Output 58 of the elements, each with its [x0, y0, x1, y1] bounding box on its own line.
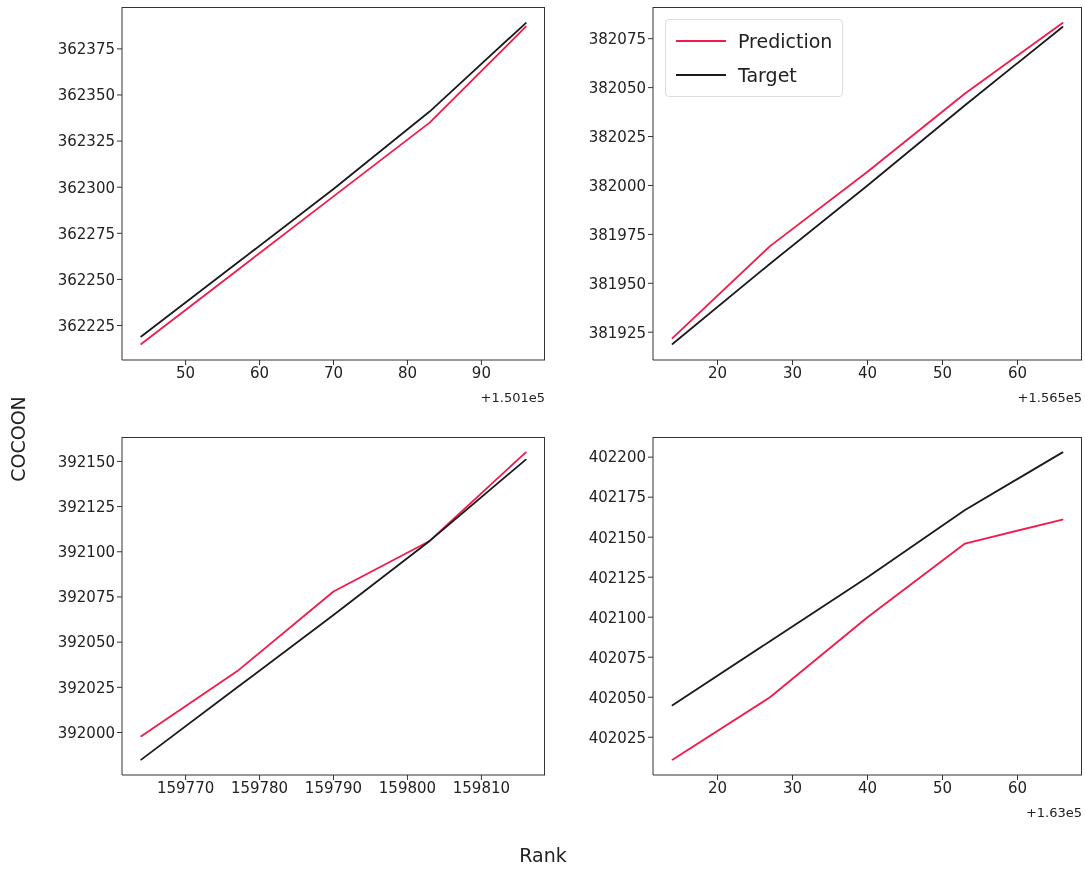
x-tick-label: 159770 — [156, 778, 215, 797]
x-tick-label: 60 — [1007, 363, 1028, 382]
x-tick-label: 60 — [250, 363, 270, 382]
line-series — [671, 451, 1064, 707]
legend-label: Target — [738, 64, 797, 86]
text: +1.565e5 — [1017, 390, 1082, 405]
y-tick-label: 382000 — [588, 176, 646, 195]
y-tick-label: 392025 — [57, 678, 115, 697]
x-tick-label: 30 — [782, 778, 803, 797]
x-tick-label: 159790 — [304, 778, 363, 797]
x-tick-label: 90 — [471, 363, 491, 382]
y-tick-label: 392075 — [57, 588, 115, 607]
x-tick-label: 50 — [932, 363, 953, 382]
x-tick-label: 40 — [857, 778, 878, 797]
y-tick-label: 382025 — [588, 127, 646, 146]
y-tick-label: 392150 — [57, 452, 115, 471]
x-tick-label: 60 — [1007, 778, 1028, 797]
x-tick-label: 30 — [782, 363, 803, 382]
x-tick-label: 159800 — [378, 778, 437, 797]
y-axis-title: COCOON — [7, 395, 29, 484]
y-tick-label: 402175 — [588, 488, 646, 507]
x-tick-label: 20 — [707, 363, 728, 382]
x-axis-title: Rank — [518, 844, 568, 866]
line-series — [671, 518, 1064, 761]
y-tick-label: 362325 — [57, 132, 115, 151]
y-tick-label: 402125 — [588, 568, 646, 587]
x-tick-label: 159780 — [230, 778, 289, 797]
text: +1.63e5 — [1025, 805, 1082, 820]
y-tick-label: 362350 — [57, 86, 115, 105]
y-tick-label: 382075 — [588, 30, 646, 49]
y-tick-label: 381975 — [588, 225, 646, 244]
x-tick-label: 40 — [857, 363, 878, 382]
x-tick-label: 50 — [932, 778, 953, 797]
y-tick-label: 362300 — [57, 178, 115, 197]
y-tick-label: 392050 — [57, 633, 115, 652]
y-tick-label: 402150 — [588, 528, 646, 547]
legend-label: Prediction — [738, 30, 833, 52]
y-tick-label: 381950 — [588, 274, 646, 293]
x-tick-label: 20 — [707, 778, 728, 797]
y-tick-label: 362275 — [57, 224, 115, 243]
y-tick-label: 402025 — [588, 728, 646, 747]
y-tick-label: 362225 — [57, 316, 115, 335]
text: +1.501e5 — [480, 390, 545, 405]
y-tick-label: 392100 — [57, 543, 115, 562]
y-tick-label: 402200 — [588, 448, 646, 467]
y-tick-label: 392000 — [57, 723, 115, 742]
x-tick-label: 159810 — [452, 778, 511, 797]
y-tick-label: 381925 — [588, 323, 646, 342]
y-tick-label: 392125 — [57, 497, 115, 516]
x-tick-label: 80 — [397, 363, 417, 382]
y-tick-label: 362250 — [57, 270, 115, 289]
y-tick-label: 362375 — [57, 40, 115, 59]
x-tick-label: 50 — [176, 363, 196, 382]
y-tick-label: 402050 — [588, 688, 646, 707]
x-tick-label: 70 — [323, 363, 344, 382]
y-tick-label: 382050 — [588, 78, 646, 97]
y-tick-label: 402100 — [588, 608, 646, 627]
y-tick-label: 402075 — [588, 648, 646, 667]
